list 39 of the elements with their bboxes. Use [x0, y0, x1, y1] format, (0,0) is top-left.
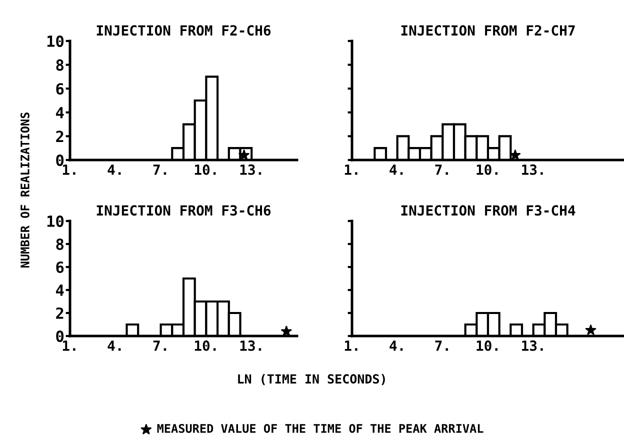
x-tick-label: 13.	[240, 340, 262, 351]
y-tick-label: 0	[56, 154, 64, 166]
x-tick-label: 4.	[390, 340, 403, 351]
x-tick-label: 10.	[476, 340, 498, 351]
x-tick-label: 1.	[344, 340, 358, 351]
x-tick-label: 7.	[435, 340, 448, 351]
y-tick-label: 8	[56, 238, 64, 250]
y-axis-title: NUMBER OF REALIZATIONS	[20, 112, 30, 268]
x-tick-label: 4.	[108, 164, 121, 175]
y-tick-label: 10	[47, 35, 64, 48]
y-tick-label: 4	[56, 107, 64, 118]
x-tick-label: 13.	[522, 340, 543, 351]
chart-title: INJECTION FROM F2-CH6	[96, 25, 271, 36]
x-tick-label: 10.	[194, 340, 216, 351]
chart-title: INJECTION FROM F3-CH6	[96, 205, 271, 216]
y-tick-label: 2	[56, 130, 64, 142]
chart-title: INJECTION FROM F3-CH4	[401, 205, 576, 216]
x-tick-label: 7.	[435, 164, 448, 175]
x-tick-label: 13.	[240, 164, 262, 175]
x-tick-label: 1.	[62, 164, 76, 175]
y-tick-label: 6	[56, 261, 64, 274]
x-tick-label: 1.	[344, 164, 358, 175]
y-tick-label: 8	[56, 59, 64, 71]
x-tick-label: 7.	[153, 164, 166, 175]
x-tick-label: 4.	[108, 340, 121, 351]
x-tick-label: 10.	[194, 164, 216, 175]
x-tick-label: 10.	[476, 164, 498, 175]
y-tick-label: 2	[56, 307, 64, 319]
x-tick-label: 7.	[153, 340, 166, 351]
x-tick-label: 13.	[522, 164, 543, 175]
x-axis-title: LN (TIME IN SECONDS)	[238, 374, 385, 386]
y-tick-label: 6	[56, 83, 64, 95]
chart-title: INJECTION FROM F2-CH7	[401, 25, 575, 36]
x-tick-label: 1.	[62, 340, 76, 351]
legend-label: MEASURED VALUE OF THE TIME OF THE PEAK ARRIVAL	[157, 424, 484, 433]
y-tick-label: 0	[56, 330, 64, 342]
y-tick-label: 10	[47, 215, 64, 228]
x-tick-label: 4.	[390, 164, 403, 175]
y-tick-label: 4	[56, 284, 64, 296]
